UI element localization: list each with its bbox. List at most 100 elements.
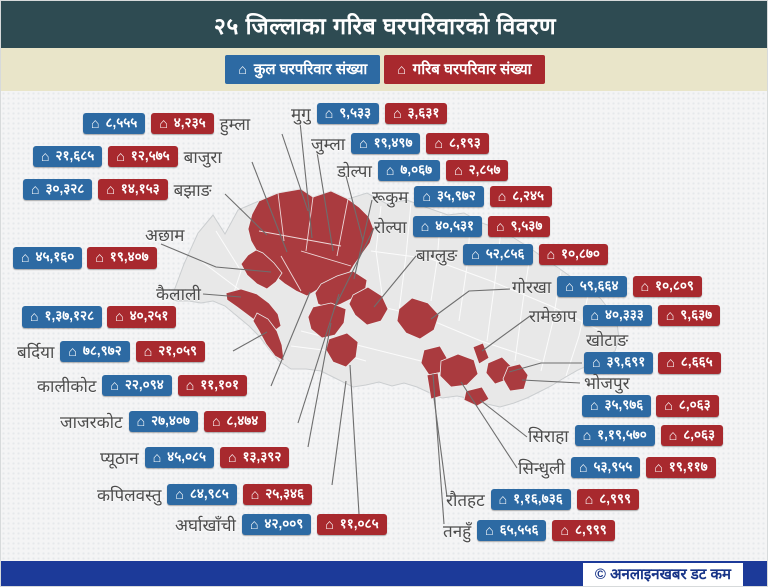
home-icon: ⌂ [420, 218, 430, 234]
home-icon: ⌂ [325, 516, 334, 532]
poor-households-badge: ⌂ १९,११७ [646, 456, 716, 479]
total-households-badge: ⌂ ४०,३३३ [582, 304, 652, 327]
poor-value: ९,५३७ [510, 217, 543, 233]
leader-line-arghakhanchi [349, 364, 360, 515]
total-value: ३९,६९१ [606, 354, 646, 369]
leader-line-kalikot [270, 291, 311, 387]
badges: ⌂ १,३७,१२८ ⌂ ४०,२५१ [22, 306, 177, 328]
district-label: जुम्ला [311, 135, 346, 154]
district-label: जाजरकोट [60, 413, 123, 432]
home-icon: ⌂ [228, 449, 237, 465]
district-row-jumla: जुम्ला ⌂ १९,४९७ ⌂ ८,१९३ [311, 132, 489, 155]
leader-line-jajarkot [297, 293, 340, 424]
home-icon: ⌂ [106, 181, 115, 197]
district-row-kalikot: कालीकोट ⌂ २२,०९४ ⌂ ११,१०१ [37, 374, 248, 397]
total-value: ८,५५५ [105, 114, 138, 130]
total-households-badge: ⌂ ४५,१६० [13, 247, 83, 269]
total-value: १,१९,५७० [597, 426, 647, 442]
poor-value: १९,४०७ [109, 249, 149, 264]
district-row-gorkha: गोरखा ⌂ ५९,६६४ ⌂ १०,८०९ [512, 275, 702, 298]
poor-value: ८,४७४ [226, 412, 259, 428]
home-icon: ⌂ [592, 354, 601, 371]
total-value: ७,०६७ [400, 161, 433, 177]
total-value: ४५,१६० [35, 249, 75, 264]
poor-value: १२,५७५ [130, 147, 170, 163]
home-icon: ⌂ [422, 188, 431, 204]
poor-value: २५,३४६ [265, 485, 305, 501]
district-label: अर्घाखाँची [175, 516, 236, 535]
district-row-rukum: रूकुम ⌂ ३५,९७२ ⌂ ८,२४५ [372, 185, 553, 208]
home-icon: ⌂ [250, 486, 260, 502]
district-label: बाग्लुङ [416, 246, 458, 265]
poor-value: ३,६३१ [407, 104, 440, 120]
home-icon: ⌂ [159, 115, 168, 131]
poor-households-badge: ⌂ १०,८७० [538, 243, 608, 266]
total-value: ७८,९७२ [82, 342, 122, 358]
poor-value: १३,३९२ [242, 448, 282, 464]
home-icon: ⌂ [665, 307, 675, 323]
home-icon: ⌂ [91, 115, 100, 131]
home-icon: ⌂ [385, 162, 395, 178]
home-icon: ⌂ [497, 188, 507, 204]
total-value: १९,४९७ [373, 134, 413, 150]
district-row-achham: अछाम ⌂ ४५,१६० ⌂ १९,४०७ [13, 223, 184, 269]
leader-line-pyuthan [307, 322, 332, 448]
legend-total-label: कुल घरपरिवार संख्या [253, 61, 368, 78]
district-label: सिन्धुली [518, 459, 565, 478]
poor-value: १०,८०९ [655, 277, 694, 293]
district-label: प्यूठान [100, 449, 139, 468]
home-icon: ⌂ [21, 249, 30, 266]
total-value: २७,४०७ [151, 412, 190, 428]
district-row-rautahat: रौतहट ⌂ १,१६,७३६ ⌂ ८,९९९ [446, 488, 640, 511]
leader-line-khotang [508, 362, 582, 373]
leader-line-gorkha [430, 288, 511, 320]
district-row-bhojpur: भोजपुर ⌂ ३५,९७६ ⌂ ८,०६३ [582, 371, 719, 417]
poor-households-badge: ⌂ ८,०६३ [656, 395, 719, 417]
header-bar: २५ जिल्लाका गरिब घरपरिवारको विवरण [1, 1, 767, 48]
total-households-badge: ⌂ १९,४९७ [351, 132, 421, 155]
home-icon: ⌂ [393, 105, 402, 121]
total-households-badge: ⌂ ३५,९७२ [414, 185, 484, 208]
home-icon: ⌂ [136, 413, 146, 429]
district-row-bajhang: ⌂ ३०,३२८ ⌂ १४,१५३ बझाङ [23, 178, 211, 201]
poor-value: ८,०६३ [683, 426, 716, 442]
poor-households-badge: ⌂ १२,५७५ [108, 145, 178, 168]
home-icon: ⌂ [41, 148, 50, 164]
total-households-badge: ⌂ ७८,९७२ [60, 340, 130, 363]
district-label: कपिलवस्तु [97, 486, 162, 505]
district-row-sindhuli: सिन्धुली ⌂ ५३,९५५ ⌂ १९,११७ [518, 456, 716, 479]
total-value: ९,५३३ [339, 104, 372, 120]
total-value: ३०,३२८ [45, 180, 85, 196]
badges: ⌂ ४५,१६० ⌂ १९,४०७ [13, 247, 157, 269]
home-icon: ⌂ [640, 278, 650, 294]
district-label: खोटाङ [586, 331, 629, 350]
leader-line-dolpa [345, 175, 364, 242]
district-row-jajarkot: जाजरकोट ⌂ २७,४०७ ⌂ ८,४७४ [60, 410, 267, 433]
district-label: मुगु [291, 105, 311, 124]
leader-line-achham [160, 243, 272, 273]
leader-line-jumla [316, 151, 334, 252]
total-households-badge: ⌂ ४०,५३१ [412, 215, 483, 238]
district-label: गोरखा [512, 278, 552, 297]
total-households-badge: ⌂ १,१६,७३६ [490, 488, 571, 511]
poor-households-badge: ⌂ २१,०५९ [135, 340, 206, 363]
total-households-badge: ⌂ ३९,६९१ [584, 352, 654, 374]
district-row-kailali: कैलाली ⌂ १,३७,१२८ ⌂ ४०,२५१ [22, 282, 201, 328]
total-households-badge: ⌂ २२,०९४ [102, 374, 172, 397]
district-row-tanahun: तनहुँ ⌂ ६५,५५६ ⌂ ८,९९९ [443, 519, 615, 542]
poor-value: १९,११७ [668, 458, 708, 474]
total-value: २२,०९४ [124, 376, 164, 392]
total-households-badge: ⌂ ३०,३२८ [23, 178, 93, 201]
map-region-achham [240, 249, 283, 290]
poor-households-badge: ⌂ ८,९९९ [576, 488, 640, 511]
total-value: ५९,६६४ [579, 277, 619, 293]
home-icon: ⌂ [116, 148, 125, 164]
map-region-bhojpur [502, 363, 529, 392]
poor-value: १४,१५३ [120, 180, 160, 196]
leader-line-bajura [251, 161, 288, 253]
home-icon: ⌂ [579, 459, 588, 475]
home-icon: ⌂ [30, 308, 39, 325]
poor-households-badge: ⌂ १३,३९२ [220, 446, 290, 469]
poor-households-badge: ⌂ ८,९९९ [552, 519, 615, 542]
